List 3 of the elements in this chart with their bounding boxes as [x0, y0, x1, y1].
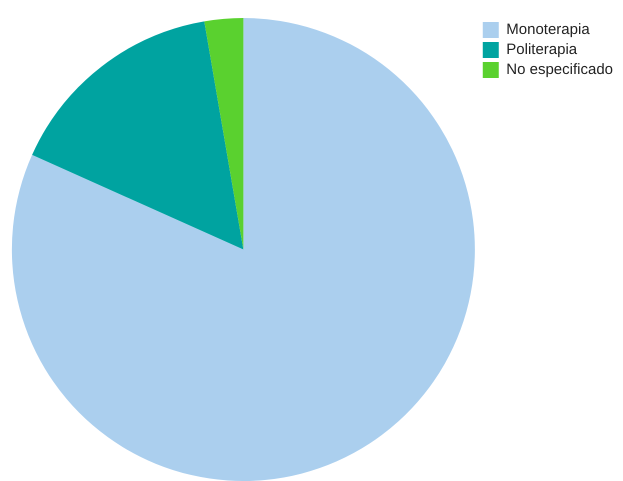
- legend-label: Monoterapia: [506, 21, 590, 38]
- legend-label: Politerapia: [506, 41, 578, 58]
- legend-label: No especificado: [506, 61, 614, 78]
